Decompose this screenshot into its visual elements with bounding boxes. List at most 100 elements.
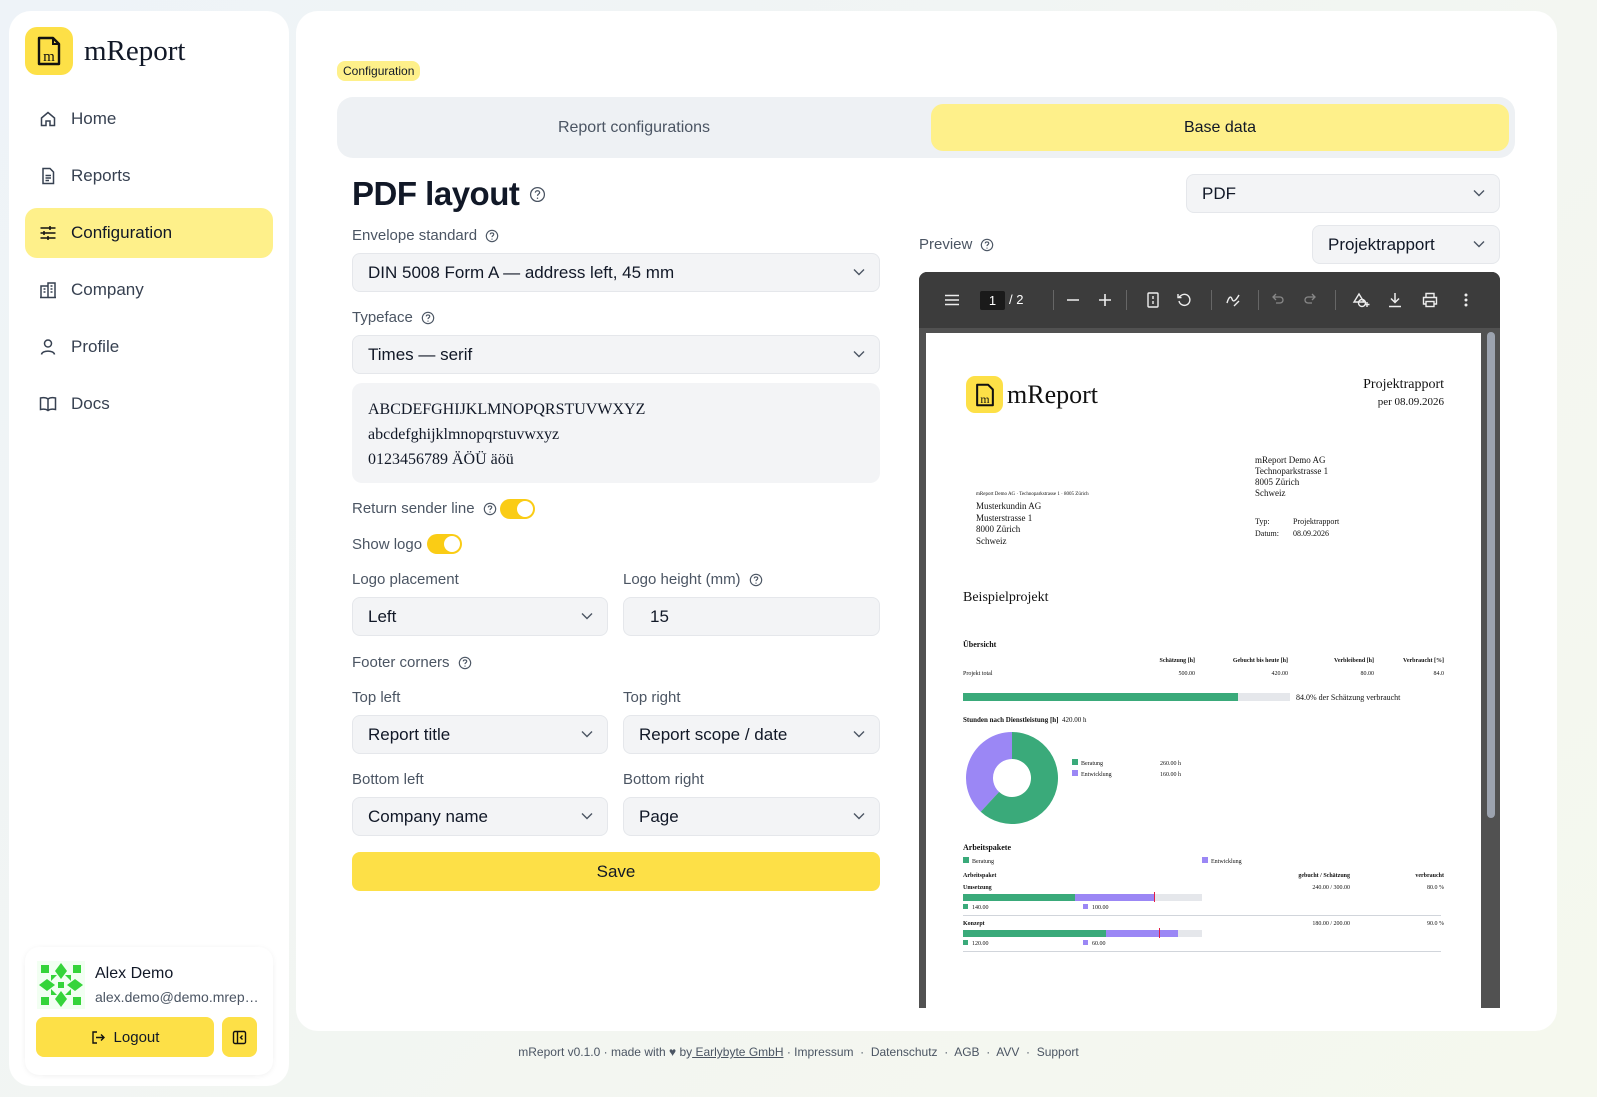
footer-link-avv[interactable]: AVV — [996, 1045, 1020, 1059]
book-icon — [39, 395, 57, 413]
top-left-select[interactable]: Report title — [352, 715, 608, 754]
avatar[interactable] — [37, 961, 85, 1009]
pdf-meta-value: 08.09.2026 — [1293, 529, 1329, 538]
add-shape-icon[interactable] — [1352, 292, 1370, 308]
pdf-wp-row-pct: 80.0 % — [1427, 885, 1444, 891]
top-right-select[interactable]: Report scope / date — [623, 715, 880, 754]
svg-text:m: m — [43, 49, 55, 65]
tab-base-data[interactable]: Base data — [931, 104, 1509, 151]
help-icon[interactable] — [421, 311, 435, 325]
help-icon[interactable] — [529, 186, 546, 203]
show-logo-toggle[interactable] — [427, 534, 462, 554]
report-type-select[interactable]: Projektrapport — [1312, 225, 1500, 264]
pdf-wp-divider — [963, 915, 1441, 916]
pdf-viewer[interactable]: 1 / 2 m mReport — [919, 272, 1500, 1008]
print-icon[interactable] — [1422, 292, 1438, 308]
pdf-hours-title-text: Stunden nach Dienstleistung [h] — [963, 716, 1059, 724]
format-select[interactable]: PDF — [1186, 174, 1500, 213]
footer-corners-label: Footer corners — [352, 654, 472, 671]
pdf-wp-row-booked: 240.00 / 300.00 — [1312, 885, 1350, 891]
svg-text:m: m — [980, 392, 989, 405]
pdf-legend-swatch — [1072, 759, 1078, 765]
more-options-icon[interactable] — [1464, 292, 1468, 308]
footer-link-impressum[interactable]: Impressum — [794, 1045, 854, 1059]
sliders-icon — [39, 224, 57, 242]
help-icon[interactable] — [485, 229, 499, 243]
logo-placement-select[interactable]: Left — [352, 597, 608, 636]
sidebar-item-docs[interactable]: Docs — [25, 379, 273, 429]
pdf-wp-legend: Entwicklung — [1202, 857, 1242, 865]
brand[interactable]: m mReport — [25, 27, 186, 75]
fit-page-icon[interactable] — [1147, 292, 1159, 308]
return-sender-toggle[interactable] — [500, 499, 535, 519]
logout-button[interactable]: Logout — [36, 1017, 214, 1057]
bottom-left-select[interactable]: Company name — [352, 797, 608, 836]
rotate-icon[interactable] — [1176, 292, 1192, 308]
pdf-recipient-line: Musterstrasse 1 — [976, 512, 1033, 523]
redo-icon[interactable] — [1303, 292, 1317, 306]
pdf-return-line: mReport Demo AG · Technoparkstrasse 1 · … — [976, 492, 1089, 497]
pdf-overview-value: 80.00 — [1360, 671, 1375, 677]
pdf-wp-bar-marker — [1159, 928, 1161, 938]
footer-company-link[interactable]: Earlybyte GmbH — [692, 1045, 784, 1059]
user-icon — [39, 338, 57, 356]
typeface-select[interactable]: Times — serif — [352, 335, 880, 374]
top-left-label: Top left — [352, 689, 400, 706]
top-left-value: Report title — [368, 724, 451, 744]
sidebar-item-company[interactable]: Company — [25, 265, 273, 315]
logout-label: Logout — [113, 1028, 160, 1046]
bottom-right-label: Bottom right — [623, 771, 704, 788]
brand-logo-icon: m — [25, 27, 73, 75]
save-button[interactable]: Save — [352, 852, 880, 891]
sidebar-item-home[interactable]: Home — [25, 94, 273, 144]
help-icon[interactable] — [980, 238, 994, 252]
pdf-legend-row: Beratung 260.00 h — [1072, 759, 1181, 770]
pdf-sender-line: 8005 Zürich — [1255, 477, 1300, 487]
pdf-donut-chart — [966, 732, 1058, 824]
toolbar-divider — [1126, 290, 1127, 310]
pdf-wp-row-name: Konzept — [963, 921, 985, 927]
draw-icon[interactable] — [1225, 292, 1241, 308]
pdf-meta-row: Datum: 08.09.2026 — [1255, 528, 1339, 540]
footer-link-agb[interactable]: AGB — [954, 1045, 980, 1059]
sidebar-item-configuration[interactable]: Configuration — [25, 208, 273, 258]
collapse-sidebar-button[interactable] — [222, 1017, 257, 1057]
envelope-select[interactable]: DIN 5008 Form A — address left, 45 mm — [352, 253, 880, 292]
help-icon[interactable] — [749, 573, 763, 587]
zoom-out-icon[interactable] — [1066, 292, 1080, 308]
bottom-right-select[interactable]: Page — [623, 797, 880, 836]
pdf-overview-title: Übersicht — [963, 640, 997, 649]
tab-report-configurations[interactable]: Report configurations — [557, 118, 711, 136]
pdf-wp-row-name: Umsetzung — [963, 885, 992, 891]
pdf-meta-row: Typ: Projektrapport — [1255, 516, 1339, 528]
download-icon[interactable] — [1388, 292, 1402, 308]
pdf-legend-value: 160.00 h — [1160, 772, 1181, 778]
sidebar-item-profile[interactable]: Profile — [25, 322, 273, 372]
sidebar-item-label: Configuration — [71, 223, 173, 242]
pdf-wp-bar — [963, 892, 1202, 902]
pdf-overview-header: Gebucht bis heute [h] — [1232, 658, 1288, 664]
user-name: Alex Demo — [95, 965, 174, 982]
return-sender-label-text: Return sender line — [352, 500, 475, 517]
pdf-wp-value-a-text: 140.00 — [972, 905, 989, 911]
footer-link-datenschutz[interactable]: Datenschutz — [870, 1045, 938, 1059]
sidebar-item-reports[interactable]: Reports — [25, 151, 273, 201]
pdf-scrollbar[interactable] — [1487, 332, 1495, 818]
help-icon[interactable] — [483, 502, 497, 516]
undo-icon[interactable] — [1271, 292, 1285, 306]
pdf-recipient-line: Musterkundin AG — [976, 501, 1042, 511]
pdf-legend-name: Entwicklung — [1081, 772, 1112, 778]
logo-height-input[interactable] — [623, 597, 880, 636]
pdf-title: Projektrapport — [1363, 377, 1444, 392]
top-right-value: Report scope / date — [639, 724, 788, 744]
pdf-hours-total: 420.00 h — [1062, 716, 1087, 724]
logout-icon — [91, 1030, 106, 1045]
sidebar-item-label: Profile — [71, 337, 120, 356]
pdf-page-input[interactable]: 1 — [980, 291, 1005, 310]
zoom-in-icon[interactable] — [1098, 292, 1112, 308]
menu-icon[interactable] — [944, 292, 960, 308]
pdf-wp-header: Arbeitspaket — [963, 873, 997, 879]
chevron-down-icon — [1473, 190, 1485, 197]
help-icon[interactable] — [458, 656, 472, 670]
footer-link-support[interactable]: Support — [1036, 1045, 1079, 1059]
